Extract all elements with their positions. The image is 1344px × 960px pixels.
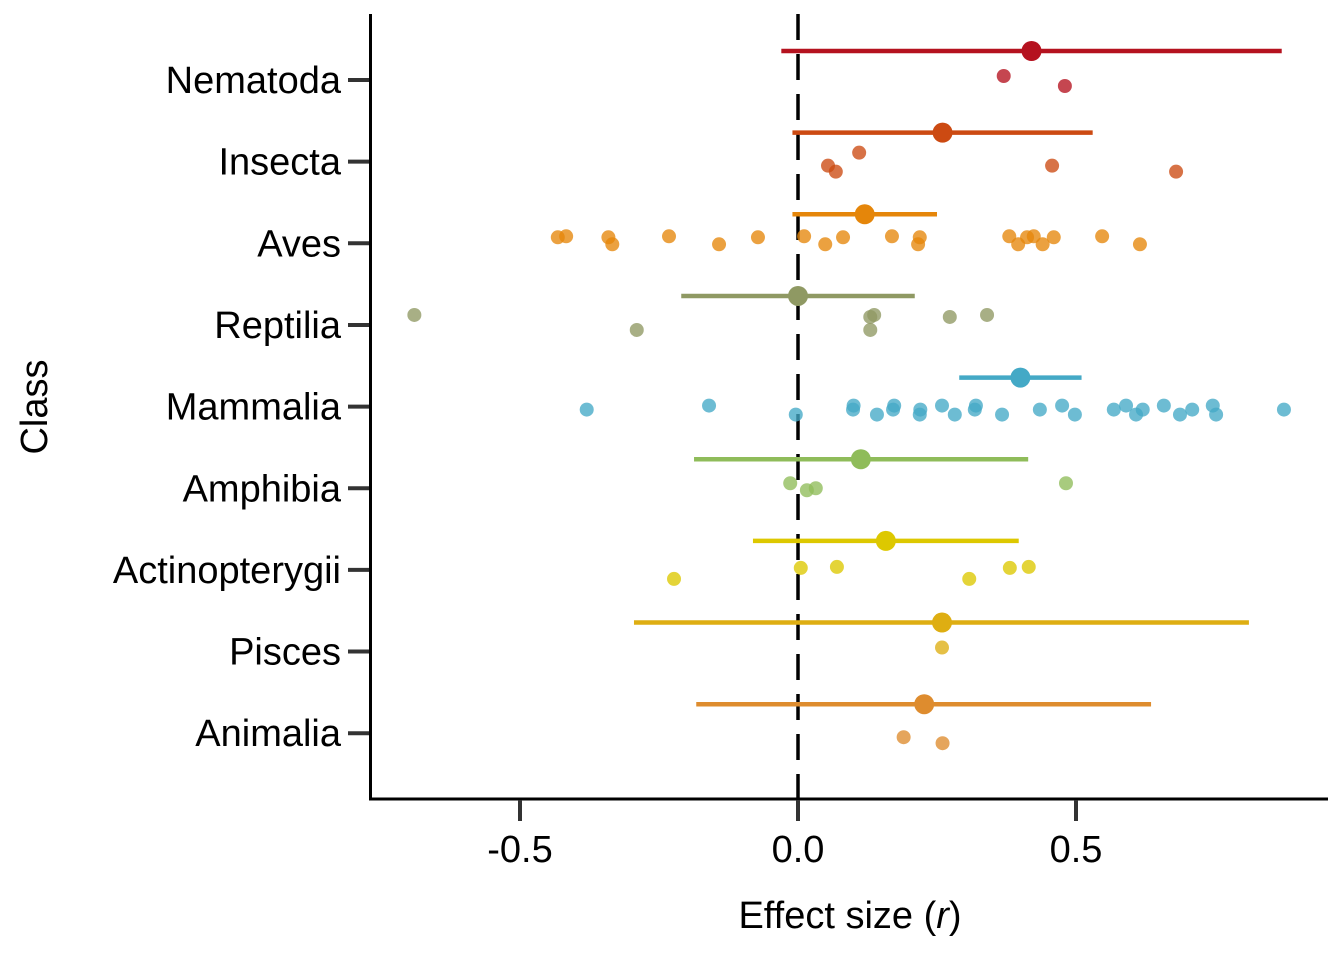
mean-point — [854, 204, 875, 225]
data-point — [836, 230, 851, 245]
data-point — [629, 322, 644, 337]
x-tick-label: 0.5 — [1050, 829, 1103, 871]
mean-point — [914, 694, 935, 715]
mean-point — [1021, 41, 1042, 61]
series-insecta — [792, 122, 1184, 179]
data-point — [828, 164, 843, 179]
data-point — [793, 560, 808, 575]
mean-point — [850, 449, 871, 470]
data-point — [750, 230, 765, 245]
data-point — [962, 571, 977, 586]
y-tick-label: Animalia — [195, 713, 342, 755]
series-reptilia — [407, 285, 995, 337]
mean-point — [1010, 367, 1031, 388]
data-point — [935, 736, 950, 751]
data-point — [829, 559, 844, 574]
data-point — [995, 407, 1010, 422]
series-mammalia — [579, 367, 1291, 422]
x-tick-label: 0.0 — [772, 829, 825, 871]
y-tick-label: Nematoda — [166, 60, 342, 102]
data-point — [783, 476, 798, 491]
x-axis-ticks: -0.5 0.0 0.5 — [487, 800, 1102, 871]
data-point — [1002, 560, 1017, 575]
data-point — [712, 237, 727, 252]
x-tick-label: -0.5 — [487, 829, 552, 871]
x-axis-title: Effect size (r) — [738, 895, 961, 937]
data-point — [1021, 559, 1036, 574]
data-point — [818, 237, 833, 252]
data-point — [579, 402, 594, 417]
data-point — [1057, 79, 1072, 93]
data-point — [1169, 164, 1184, 179]
data-point — [1276, 402, 1291, 417]
data-point — [1035, 237, 1050, 252]
data-point — [935, 398, 950, 413]
data-point — [788, 407, 803, 422]
data-point — [797, 229, 812, 244]
data-point — [852, 145, 867, 160]
data-point — [1046, 230, 1061, 245]
data-point — [867, 307, 882, 322]
mean-point — [932, 122, 953, 143]
data-point — [896, 730, 911, 745]
data-point — [1185, 402, 1200, 417]
data-point — [1045, 158, 1060, 173]
series-actinopterygii — [667, 530, 1036, 586]
y-tick-label: Amphibia — [183, 468, 342, 510]
data-point — [1119, 398, 1134, 413]
data-point — [846, 398, 861, 413]
data-point — [884, 229, 899, 244]
data-point — [702, 398, 717, 413]
data-point — [1055, 398, 1070, 413]
y-tick-label: Pisces — [229, 632, 341, 674]
series-aves — [550, 204, 1147, 252]
data-point — [601, 230, 616, 245]
data-point — [1058, 476, 1073, 491]
data-point — [968, 398, 983, 413]
data-point — [1135, 402, 1150, 417]
mean-point — [932, 612, 953, 633]
data-point — [887, 398, 902, 413]
y-axis-title: Class — [14, 359, 56, 454]
mean-point — [788, 285, 808, 306]
series-nematoda — [781, 41, 1282, 93]
series-amphibia — [694, 449, 1073, 498]
data-point — [407, 307, 422, 322]
data-point — [559, 229, 574, 244]
data-point — [935, 640, 950, 655]
data-point — [1132, 237, 1147, 252]
data-point — [808, 481, 823, 496]
data-point — [1095, 229, 1110, 244]
data-point — [947, 407, 962, 422]
data-point — [996, 69, 1011, 83]
data-point — [942, 309, 957, 324]
data-point — [863, 322, 878, 337]
y-tick-label: Aves — [257, 223, 341, 265]
data-point — [1172, 407, 1187, 422]
y-axis-ticks: Nematoda Insecta Aves Reptilia Mammalia Amphi… — [113, 60, 369, 755]
y-tick-label: Reptilia — [214, 305, 342, 347]
y-tick-label: Insecta — [218, 142, 341, 184]
data-point — [662, 229, 677, 244]
data-point — [1209, 407, 1224, 422]
data-point — [667, 571, 682, 586]
data-point — [1156, 398, 1171, 413]
y-tick-label: Mammalia — [166, 387, 342, 429]
data-point — [980, 307, 995, 322]
mean-point — [875, 530, 896, 551]
data-point — [1032, 402, 1047, 417]
data-point — [1002, 229, 1017, 244]
data-point — [913, 402, 928, 417]
data-point — [1067, 407, 1082, 422]
y-tick-label: Actinopterygii — [113, 550, 341, 592]
data-point — [1026, 229, 1041, 244]
data-point — [1106, 402, 1121, 417]
data-point — [912, 230, 927, 245]
series-animalia — [696, 694, 1152, 751]
data-point — [869, 407, 884, 422]
series-pisces — [633, 612, 1249, 655]
marks-layer — [407, 41, 1291, 751]
